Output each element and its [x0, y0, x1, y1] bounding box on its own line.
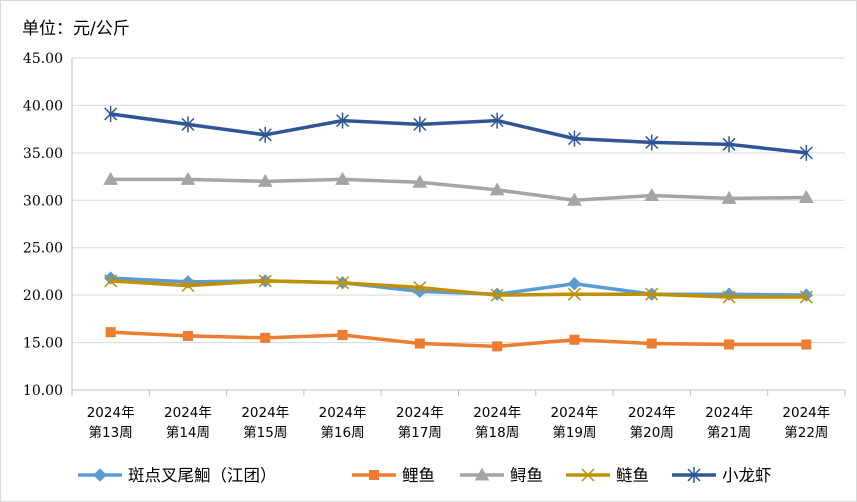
data-point	[687, 467, 701, 483]
legend-label: 小龙虾	[722, 466, 772, 485]
data-point	[490, 112, 504, 129]
data-point	[581, 468, 595, 482]
data-point	[799, 288, 814, 302]
y-tick-label: 25.00	[23, 241, 63, 257]
series-1	[105, 327, 812, 352]
gridlines	[72, 57, 845, 344]
data-point	[257, 173, 273, 187]
data-point	[646, 338, 657, 349]
data-point	[260, 332, 271, 343]
data-point	[645, 134, 659, 151]
data-point	[567, 130, 581, 147]
series-2	[103, 171, 814, 206]
legend-item: 斑点叉尾鮰（江团）	[78, 466, 277, 485]
legend-item: 小龙虾	[672, 466, 772, 485]
data-point	[799, 144, 813, 161]
data-point	[335, 171, 350, 185]
axes	[71, 58, 846, 396]
series-line	[108, 330, 809, 349]
x-axis-ticks: 2024年第13周 2024年第14周 2024年第15周 2024年第16周 2024…	[87, 405, 831, 441]
data-point	[489, 182, 505, 196]
series-3	[104, 274, 813, 304]
series-4	[104, 105, 813, 161]
y-tick-label: 35.00	[23, 146, 63, 162]
data-point	[369, 470, 379, 480]
data-point	[412, 174, 428, 188]
series-line	[108, 279, 809, 299]
legend-label: 鲤鱼	[402, 466, 435, 485]
data-point	[567, 287, 581, 301]
data-point	[337, 329, 348, 340]
data-point	[104, 274, 118, 288]
data-point	[103, 171, 119, 185]
data-point	[722, 290, 736, 304]
x-tick-label: 2024年第20周	[628, 405, 676, 441]
data-point	[798, 189, 814, 203]
legend-label: 鲟鱼	[510, 466, 543, 485]
data-point	[182, 330, 193, 341]
unit-label: 单位：元/公斤	[22, 19, 130, 39]
y-tick-label: 20.00	[23, 288, 63, 304]
series-line	[108, 177, 809, 203]
legend-item: 鲤鱼	[352, 466, 435, 485]
data-point	[181, 279, 195, 293]
x-tick-label: 2024年第22周	[782, 405, 830, 441]
data-point	[724, 339, 735, 350]
data-point	[721, 190, 737, 204]
data-point	[258, 274, 272, 288]
series-line	[108, 112, 809, 155]
data-point	[93, 468, 107, 482]
x-tick-label: 2024年第14周	[164, 405, 212, 441]
legend-label: 鲢鱼	[616, 466, 649, 485]
y-tick-label: 15.00	[23, 336, 63, 352]
data-point	[413, 116, 427, 133]
data-point	[104, 105, 118, 122]
data-point	[567, 192, 582, 206]
x-tick-label: 2024年第15周	[241, 405, 289, 441]
legend: 斑点叉尾鮰（江团） 鲤鱼 鲟鱼 鲢鱼 小龙虾	[78, 466, 772, 485]
data-point	[181, 116, 195, 133]
data-point	[490, 288, 504, 302]
data-point	[569, 334, 580, 345]
y-axis-ticks: 10.00 15.00 20.00 25.00 30.00 35.00 40.00 45.00	[23, 51, 63, 399]
x-tick-label: 2024年第21周	[705, 405, 753, 441]
data-point	[105, 327, 116, 338]
data-point	[336, 112, 350, 129]
data-point	[799, 290, 813, 304]
y-tick-label: 40.00	[23, 98, 63, 114]
x-tick-label: 2024年第16周	[319, 405, 367, 441]
x-tick-label: 2024年第19周	[551, 405, 599, 441]
series-layer	[103, 105, 814, 352]
x-tick-label: 2024年第17周	[396, 405, 444, 441]
x-tick-label: 2024年第13周	[87, 405, 135, 441]
y-tick-label: 30.00	[23, 193, 63, 209]
data-point	[722, 136, 736, 153]
y-tick-label: 45.00	[23, 51, 63, 67]
legend-item: 鲟鱼	[460, 466, 543, 485]
data-point	[801, 339, 812, 350]
y-tick-label: 10.00	[23, 383, 63, 399]
data-point	[492, 341, 503, 352]
data-point	[336, 276, 350, 290]
data-point	[413, 281, 427, 295]
data-point	[645, 287, 659, 301]
data-point	[474, 467, 490, 481]
legend-label: 斑点叉尾鮰（江团）	[128, 466, 277, 485]
data-point	[180, 171, 196, 185]
data-point	[258, 126, 272, 143]
legend-item: 鲢鱼	[566, 466, 649, 485]
x-tick-label: 2024年第18周	[473, 405, 521, 441]
data-point	[644, 188, 660, 202]
data-point	[414, 338, 425, 349]
data-point	[567, 277, 582, 291]
